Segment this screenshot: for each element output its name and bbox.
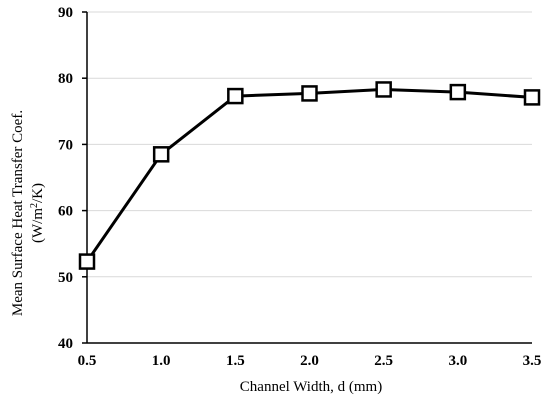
x-tick-label-2.0: 2.0 bbox=[300, 353, 319, 369]
data-point-3 bbox=[449, 83, 467, 101]
x-tick-label-2.5: 2.5 bbox=[374, 353, 393, 369]
x-tick-label-1.0: 1.0 bbox=[152, 353, 171, 369]
grid-lines bbox=[87, 11, 532, 278]
y-tick-label-90: 90 bbox=[58, 5, 73, 21]
y-tick-label-60: 60 bbox=[58, 204, 73, 220]
x-tick-label-1.5: 1.5 bbox=[226, 353, 245, 369]
x-tick-label-3.0: 3.0 bbox=[448, 353, 467, 369]
series-line-0 bbox=[85, 87, 533, 263]
data-point-2 bbox=[301, 85, 318, 102]
y-tick-label-50: 50 bbox=[58, 270, 73, 286]
data-series bbox=[78, 81, 541, 270]
y-tick-label-80: 80 bbox=[58, 71, 73, 87]
y-axis-unit-superscript: 2 bbox=[29, 203, 40, 208]
y-axis-unit-suffix: /K) bbox=[30, 183, 46, 203]
y-axis-title-group: Mean Surface Heat Transfer Coef. (W/m2/K… bbox=[10, 110, 46, 316]
x-axis-title: Channel Width, d (mm) bbox=[240, 379, 382, 395]
y-axis-title-line2: (W/m2/K) bbox=[29, 183, 47, 243]
data-point-2.5 bbox=[375, 81, 392, 98]
axes bbox=[82, 11, 532, 344]
data-point-1 bbox=[152, 146, 170, 163]
data-point-3.5 bbox=[523, 89, 541, 106]
x-tick-label-0.5: 0.5 bbox=[78, 353, 97, 369]
data-point-0.5 bbox=[78, 253, 96, 270]
y-tick-label-40: 40 bbox=[58, 336, 73, 352]
y-tick-label-70: 70 bbox=[58, 137, 73, 153]
y-axis-unit-prefix: (W/m bbox=[30, 208, 46, 243]
x-tick-label-3.5: 3.5 bbox=[523, 353, 542, 369]
y-axis-title-line1: Mean Surface Heat Transfer Coef. bbox=[10, 110, 26, 316]
data-point-1.5 bbox=[227, 87, 244, 105]
tick-labels: 40 50 60 70 80 90 0.5 1.0 1.5 2.0 2.5 3.0 3.5 bbox=[58, 5, 541, 369]
